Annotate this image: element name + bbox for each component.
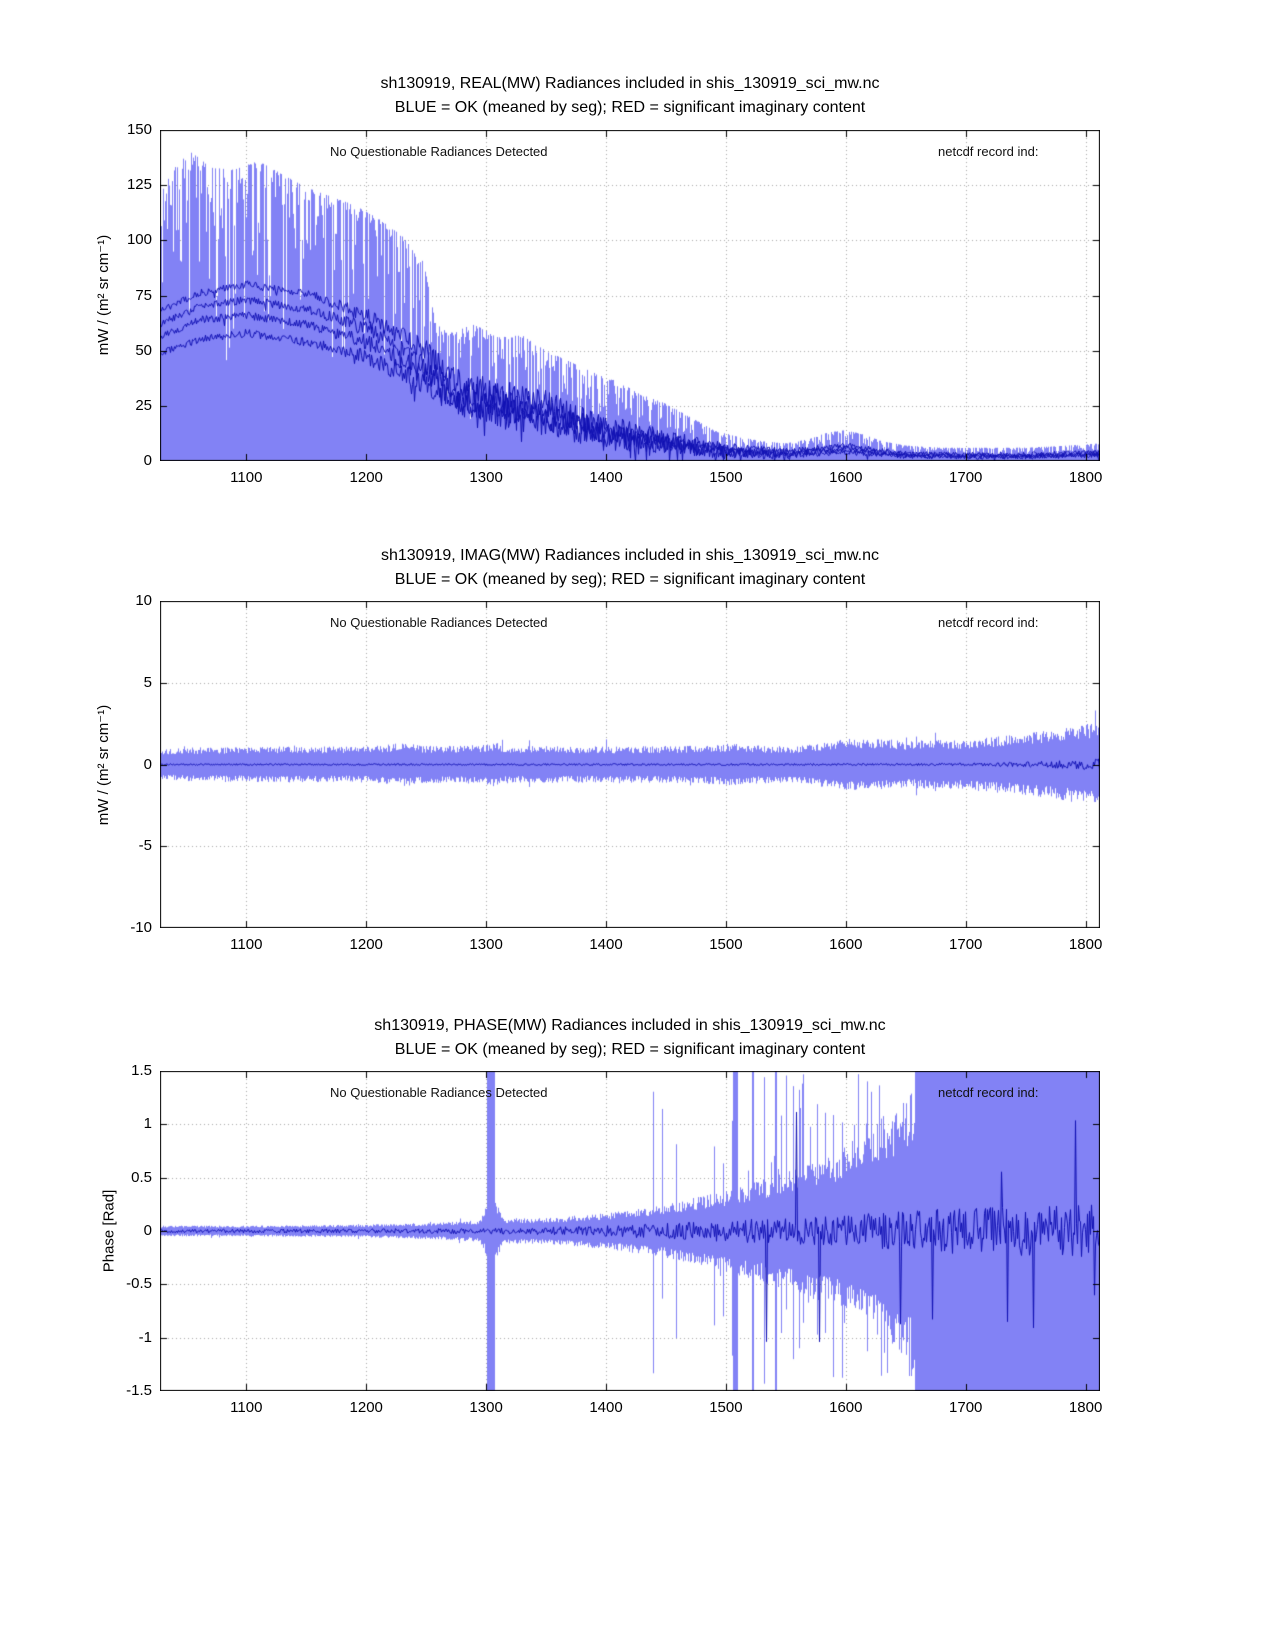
y-tick-label: 0	[143, 1222, 152, 1239]
x-tick-label: 1400	[589, 1399, 623, 1416]
y-tick-label: -5	[138, 837, 152, 855]
y-tick-label: 0	[143, 452, 152, 469]
x-tick-label: 1100	[230, 469, 263, 486]
imag-chart-title: sh130919, IMAG(MW) Radiances included in…	[160, 544, 1100, 592]
phase-plot-area: No Questionable Radiances Detected netcd…	[126, 1062, 1102, 1416]
real-annotation-netcdf-record: netcdf record ind:	[938, 144, 1039, 159]
x-tick-label: 1100	[230, 1399, 263, 1416]
y-tick-label: 0	[143, 755, 152, 773]
phase-plot	[160, 1071, 1100, 1391]
imag-radiance-plot	[160, 601, 1100, 928]
real-plot-area: No Questionable Radiances Detected netcd…	[127, 121, 1102, 486]
x-tick-label: 1800	[1068, 1399, 1103, 1416]
phase-annotation-netcdf-record: netcdf record ind:	[938, 1085, 1039, 1100]
phase-title-line1: sh130919, PHASE(MW) Radiances included i…	[374, 1017, 886, 1034]
y-tick-label: 50	[135, 341, 152, 359]
x-tick-label: 1200	[349, 1399, 383, 1416]
y-tick-label: 25	[135, 396, 152, 414]
x-tick-label: 1200	[349, 936, 383, 953]
y-tick-label: 1.5	[131, 1062, 152, 1079]
y-tick-label: 75	[135, 286, 152, 304]
x-tick-label: 1400	[589, 936, 623, 953]
imag-annotation-netcdf-record: netcdf record ind:	[938, 615, 1039, 630]
x-tick-label: 1600	[829, 936, 863, 953]
y-tick-label: 150	[126, 121, 152, 138]
phase-annotation-no-questionable: No Questionable Radiances Detected	[330, 1085, 548, 1100]
x-tick-label: 1500	[709, 936, 743, 953]
imag-title-line1: sh130919, IMAG(MW) Radiances included in…	[380, 547, 880, 564]
phase-chart-title: sh130919, PHASE(MW) Radiances included i…	[160, 1014, 1100, 1062]
real-radiance-plot	[160, 130, 1100, 461]
x-tick-label: 1700	[949, 469, 983, 486]
y-tick-label: 125	[126, 176, 152, 194]
real-title-line1: sh130919, REAL(MW) Radiances included in…	[380, 75, 880, 92]
x-tick-label: 1300	[469, 936, 503, 953]
real-title-line2: BLUE = OK (meaned by seg); RED = signifi…	[394, 99, 866, 116]
x-tick-label: 1700	[949, 936, 983, 953]
real-chart-title: sh130919, REAL(MW) Radiances included in…	[160, 72, 1100, 120]
y-tick-label: -1.5	[126, 1382, 152, 1399]
y-tick-label: 5	[143, 673, 152, 691]
phase-title-line2: BLUE = OK (meaned by seg); RED = signifi…	[394, 1041, 866, 1058]
x-tick-label: 1300	[469, 469, 503, 486]
x-tick-label: 1400	[589, 469, 623, 486]
imag-plot-area: No Questionable Radiances Detected netcd…	[130, 592, 1102, 953]
y-tick-label: 0.5	[131, 1168, 152, 1186]
real-annotation-no-questionable: No Questionable Radiances Detected	[330, 144, 548, 159]
y-tick-label: -0.5	[126, 1275, 152, 1293]
y-tick-label: 1	[143, 1115, 152, 1133]
imag-annotation-no-questionable: No Questionable Radiances Detected	[330, 615, 548, 630]
x-tick-label: 1500	[709, 469, 743, 486]
y-tick-label: -1	[138, 1328, 152, 1346]
x-tick-label: 1600	[829, 469, 863, 486]
x-tick-label: 1200	[349, 469, 383, 486]
x-tick-label: 1100	[230, 936, 263, 953]
x-tick-label: 1500	[709, 1399, 743, 1416]
x-tick-label: 1800	[1068, 936, 1103, 953]
y-tick-label: -10	[130, 919, 152, 936]
x-tick-label: 1700	[949, 1399, 983, 1416]
x-tick-label: 1600	[829, 1399, 863, 1416]
y-tick-label: 100	[126, 231, 152, 249]
x-tick-label: 1300	[469, 1399, 503, 1416]
x-tick-label: 1800	[1068, 469, 1103, 486]
imag-title-line2: BLUE = OK (meaned by seg); RED = signifi…	[394, 571, 866, 588]
y-tick-label: 10	[135, 592, 152, 609]
